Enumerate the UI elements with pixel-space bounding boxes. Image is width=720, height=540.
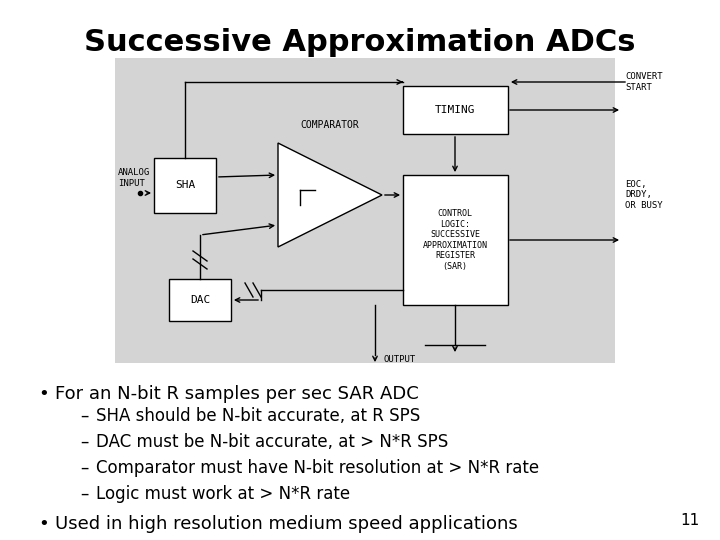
Text: EOC,
DRDY,
OR BUSY: EOC, DRDY, OR BUSY — [625, 180, 662, 210]
Text: Used in high resolution medium speed applications: Used in high resolution medium speed app… — [55, 515, 518, 533]
Text: DAC: DAC — [190, 295, 210, 305]
Text: TIMING: TIMING — [435, 105, 475, 115]
Text: –: – — [80, 459, 89, 477]
Text: •: • — [38, 385, 49, 403]
FancyBboxPatch shape — [402, 86, 508, 134]
Text: ANALOG
INPUT: ANALOG INPUT — [118, 168, 150, 188]
FancyBboxPatch shape — [154, 158, 216, 213]
Text: Logic must work at > N*R rate: Logic must work at > N*R rate — [96, 485, 350, 503]
FancyBboxPatch shape — [169, 279, 231, 321]
Text: –: – — [80, 433, 89, 451]
Text: Comparator must have N-bit resolution at > N*R rate: Comparator must have N-bit resolution at… — [96, 459, 539, 477]
Text: CONTROL
LOGIC:
SUCCESSIVE
APPROXIMATION
REGISTER
(SAR): CONTROL LOGIC: SUCCESSIVE APPROXIMATION … — [423, 210, 487, 271]
Text: Successive Approximation ADCs: Successive Approximation ADCs — [84, 28, 636, 57]
Text: –: – — [80, 407, 89, 425]
Text: 11: 11 — [680, 513, 700, 528]
Text: –: – — [80, 485, 89, 503]
Text: SHA: SHA — [175, 180, 195, 190]
Text: COMPARATOR: COMPARATOR — [301, 120, 359, 130]
Text: SHA should be N-bit accurate, at R SPS: SHA should be N-bit accurate, at R SPS — [96, 407, 420, 425]
Text: CONVERT
START: CONVERT START — [625, 72, 662, 92]
Text: For an N-bit R samples per sec SAR ADC: For an N-bit R samples per sec SAR ADC — [55, 385, 419, 403]
Polygon shape — [278, 143, 382, 247]
Text: DAC must be N-bit accurate, at > N*R SPS: DAC must be N-bit accurate, at > N*R SPS — [96, 433, 449, 451]
FancyBboxPatch shape — [402, 175, 508, 305]
Text: •: • — [38, 515, 49, 533]
FancyBboxPatch shape — [115, 58, 615, 363]
Text: OUTPUT: OUTPUT — [383, 355, 415, 364]
